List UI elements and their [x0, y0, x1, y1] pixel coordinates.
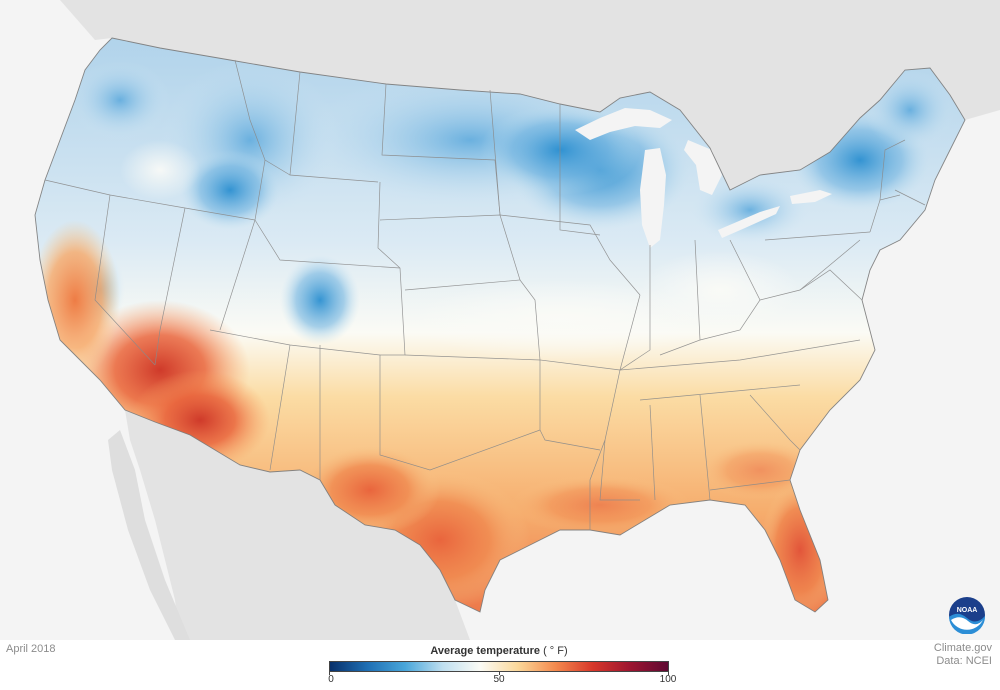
- map-canvas: [0, 0, 1000, 640]
- noaa-logo: NOAA: [948, 596, 986, 635]
- legend-tickmark-min: [329, 672, 330, 675]
- period-label: April 2018: [6, 643, 56, 655]
- legend-unit: ( ° F): [543, 645, 568, 657]
- baja-peninsula: [108, 430, 190, 640]
- lake-superior: [575, 108, 672, 140]
- legend-tick-mid: 50: [493, 674, 505, 685]
- legend-title-text: Average temperature: [430, 645, 540, 657]
- lake-erie: [718, 206, 780, 238]
- lake-michigan: [640, 148, 666, 248]
- temperature-map: [0, 0, 1000, 640]
- legend-tick-max: 100: [659, 674, 677, 685]
- credit-data: Data: NCEI: [936, 655, 992, 667]
- credit-source: Climate.gov: [933, 642, 992, 654]
- state-borders: [34, 37, 966, 613]
- lake-ontario: [790, 190, 832, 204]
- mexico-landmass: [125, 410, 470, 640]
- legend-title: Average temperature ( ° F): [329, 645, 669, 657]
- credit-block: Climate.gov Data: NCEI: [934, 642, 992, 668]
- canada-landmass: [0, 0, 1000, 190]
- great-lakes: [575, 108, 832, 248]
- map-footer: April 2018 Average temperature ( ° F) 0 …: [0, 640, 1000, 690]
- legend-tick-min: 0: [328, 674, 334, 685]
- legend-tickmark-mid: [499, 672, 500, 675]
- legend-color-bar: [329, 661, 669, 672]
- noaa-logo-text: NOAA: [957, 607, 978, 614]
- legend-tickmark-max: [668, 672, 669, 675]
